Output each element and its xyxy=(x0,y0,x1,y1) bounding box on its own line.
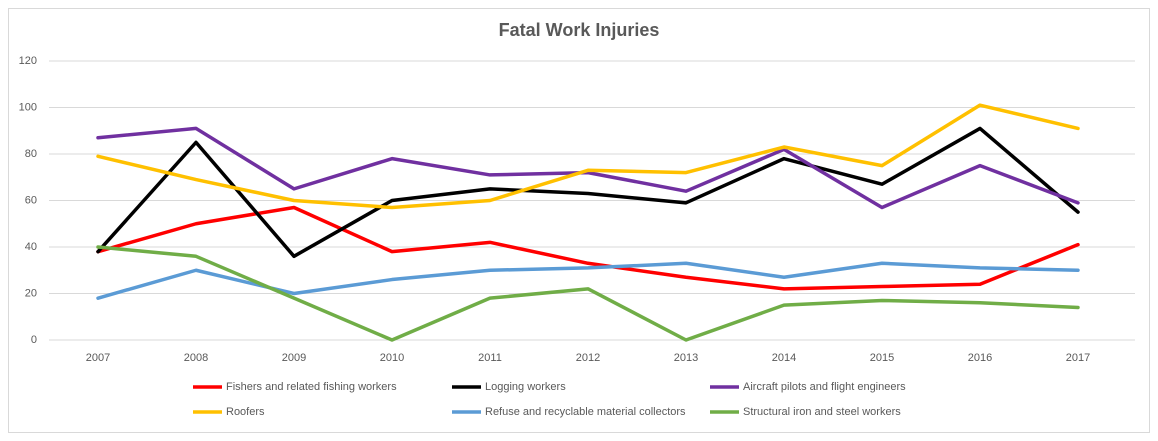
x-tick-label: 2014 xyxy=(772,352,796,364)
y-tick-label: 0 xyxy=(31,334,37,346)
x-tick-label: 2015 xyxy=(870,352,894,364)
legend-label: Logging workers xyxy=(485,381,566,393)
x-tick-label: 2013 xyxy=(674,352,698,364)
legend-label: Roofers xyxy=(226,406,265,418)
legend-label: Fishers and related fishing workers xyxy=(226,381,397,393)
x-tick-label: 2009 xyxy=(282,352,306,364)
legend-label: Structural iron and steel workers xyxy=(743,406,901,418)
legend-label: Refuse and recyclable material collector… xyxy=(485,406,686,418)
y-tick-label: 120 xyxy=(19,55,37,67)
x-tick-label: 2012 xyxy=(576,352,600,364)
series-line xyxy=(96,245,1080,342)
x-tick-label: 2017 xyxy=(1066,352,1090,364)
y-tick-label: 40 xyxy=(25,241,37,253)
series-line xyxy=(96,103,1080,210)
series-line xyxy=(96,126,1080,259)
y-tick-label: 80 xyxy=(25,148,37,160)
series-line xyxy=(96,126,1080,210)
x-tick-label: 2007 xyxy=(86,352,110,364)
x-tick-label: 2016 xyxy=(968,352,992,364)
y-tick-label: 60 xyxy=(25,194,37,206)
legend-label: Aircraft pilots and flight engineers xyxy=(743,381,906,393)
chart-frame xyxy=(8,8,1150,433)
chart-title: Fatal Work Injuries xyxy=(499,20,660,40)
y-tick-label: 20 xyxy=(25,287,37,299)
y-tick-label: 100 xyxy=(19,101,37,113)
x-tick-label: 2010 xyxy=(380,352,404,364)
x-tick-label: 2011 xyxy=(478,352,502,364)
x-tick-label: 2008 xyxy=(184,352,208,364)
series-line xyxy=(96,205,1080,291)
